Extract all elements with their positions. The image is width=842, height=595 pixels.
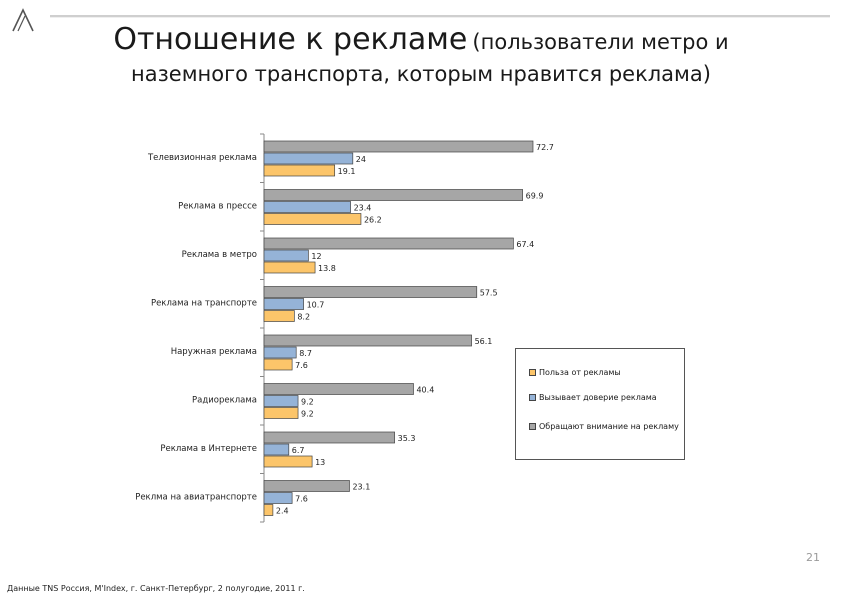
slide-title: Отношение к рекламе (пользователи метро … xyxy=(60,22,782,87)
bar-trust xyxy=(263,443,290,456)
title-line2: наземного транспорта, которым нравится р… xyxy=(131,62,711,86)
bar-benefit xyxy=(263,455,313,468)
data-label: 72.7 xyxy=(536,143,554,152)
chart-legend: Польза от рекламы Вызывает доверие рекла… xyxy=(515,348,685,460)
category-label: Наружная реклама xyxy=(171,347,257,357)
bar-trust xyxy=(263,298,304,310)
bar-benefit xyxy=(263,358,293,371)
bar-trust xyxy=(263,346,297,359)
data-label: 12 xyxy=(311,252,321,261)
data-label: 7.6 xyxy=(295,361,308,370)
category-label: Реклама в Интернете xyxy=(160,444,257,454)
bar-benefit xyxy=(263,164,336,177)
data-label: 35.3 xyxy=(398,434,416,443)
data-label: 57.5 xyxy=(480,289,498,298)
title-main: Отношение к рекламе xyxy=(113,22,468,57)
data-label: 8.7 xyxy=(299,349,312,358)
bar-benefit xyxy=(263,310,295,322)
bar-trust xyxy=(263,249,309,262)
company-logo-icon xyxy=(12,8,34,32)
data-label: 26.2 xyxy=(364,216,382,225)
data-label: 67.4 xyxy=(516,240,534,249)
bar-trust xyxy=(263,492,293,504)
bar-attention xyxy=(263,189,523,201)
data-label: 13.8 xyxy=(318,264,336,273)
data-label: 40.4 xyxy=(416,386,434,395)
category-label: Радиореклама xyxy=(192,396,257,406)
legend-swatch-benefit xyxy=(529,369,536,376)
data-label: 19.1 xyxy=(338,167,356,176)
bar-trust xyxy=(263,152,354,165)
bar-trust xyxy=(263,201,351,213)
title-sub: (пользователи метро и xyxy=(472,30,729,54)
bar-attention xyxy=(263,140,534,153)
data-label: 23.4 xyxy=(354,204,372,213)
bar-attention xyxy=(263,431,395,444)
bar-attention xyxy=(263,480,350,492)
page-number: 21 xyxy=(806,551,820,564)
data-label: 23.1 xyxy=(352,483,370,492)
data-label: 13 xyxy=(315,458,325,467)
bar-attention xyxy=(263,334,472,347)
legend-swatch-attention xyxy=(529,423,536,430)
bar-attention xyxy=(263,237,514,250)
data-label: 6.7 xyxy=(292,446,305,455)
bar-attention xyxy=(263,383,414,395)
bar-trust xyxy=(263,395,299,407)
category-label: Реклама в метро xyxy=(182,250,257,260)
data-label: 69.9 xyxy=(526,192,544,201)
bar-benefit xyxy=(263,261,316,274)
data-label: 9.2 xyxy=(301,398,314,407)
legend-label-attention: Обращают внимание на рекламу xyxy=(539,422,679,431)
bar-benefit xyxy=(263,407,299,419)
data-label: 2.4 xyxy=(276,507,289,516)
bar-benefit xyxy=(263,504,274,516)
legend-label-benefit: Польза от рекламы xyxy=(539,368,621,377)
source-note: Данные TNS Россия, M'Index, г. Санкт-Пет… xyxy=(7,584,305,593)
data-label: 7.6 xyxy=(295,495,308,504)
data-label: 24 xyxy=(356,155,366,164)
legend-label-trust: Вызывает доверие реклама xyxy=(539,393,657,402)
category-label: Реклама в прессе xyxy=(178,202,257,212)
category-label: Реклама на транспорте xyxy=(151,299,257,309)
data-label: 8.2 xyxy=(297,313,310,322)
data-label: 56.1 xyxy=(475,337,493,346)
bar-attention xyxy=(263,286,478,298)
category-label: Реклма на авиатранспорте xyxy=(135,493,257,503)
header-rule xyxy=(50,15,830,18)
data-label: 9.2 xyxy=(301,410,314,419)
legend-swatch-trust xyxy=(529,394,536,401)
bar-benefit xyxy=(263,213,362,225)
data-label: 10.7 xyxy=(307,301,325,310)
category-label: Телевизионная реклама xyxy=(147,153,257,163)
